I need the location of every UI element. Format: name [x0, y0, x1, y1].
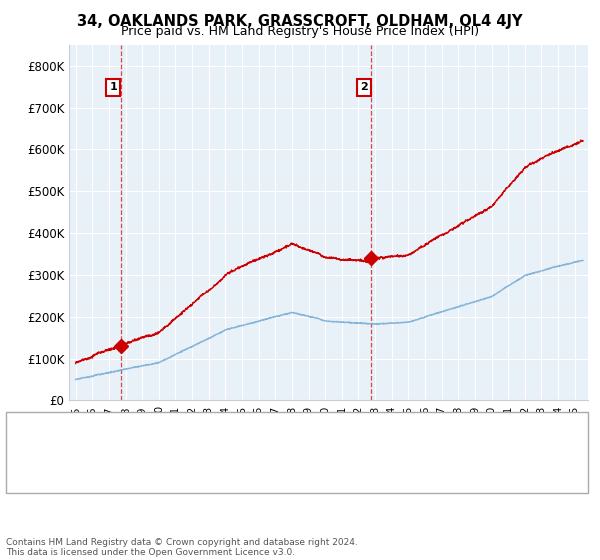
Text: Contains HM Land Registry data © Crown copyright and database right 2024.
This d: Contains HM Land Registry data © Crown c… — [6, 538, 358, 557]
Text: 34, OAKLANDS PARK, GRASSCROFT, OLDHAM, OL4 4JY: 34, OAKLANDS PARK, GRASSCROFT, OLDHAM, O… — [77, 14, 523, 29]
Text: 1: 1 — [109, 82, 117, 92]
Legend: 34, OAKLANDS PARK, GRASSCROFT, OLDHAM, OL4 4JY (detached house), HPI: Average pr: 34, OAKLANDS PARK, GRASSCROFT, OLDHAM, O… — [23, 417, 473, 451]
Text: £340,000: £340,000 — [162, 476, 218, 489]
Text: 14-SEP-2012: 14-SEP-2012 — [51, 476, 126, 489]
Text: Price paid vs. HM Land Registry's House Price Index (HPI): Price paid vs. HM Land Registry's House … — [121, 25, 479, 38]
Text: 84% ↑ HPI: 84% ↑ HPI — [276, 476, 338, 489]
Text: 2: 2 — [23, 478, 31, 488]
Text: 26-SEP-1997: 26-SEP-1997 — [51, 454, 126, 467]
Text: 72% ↑ HPI: 72% ↑ HPI — [276, 454, 338, 467]
Text: £129,500: £129,500 — [162, 454, 218, 467]
Text: 2: 2 — [361, 82, 368, 92]
Text: 1: 1 — [23, 455, 31, 465]
